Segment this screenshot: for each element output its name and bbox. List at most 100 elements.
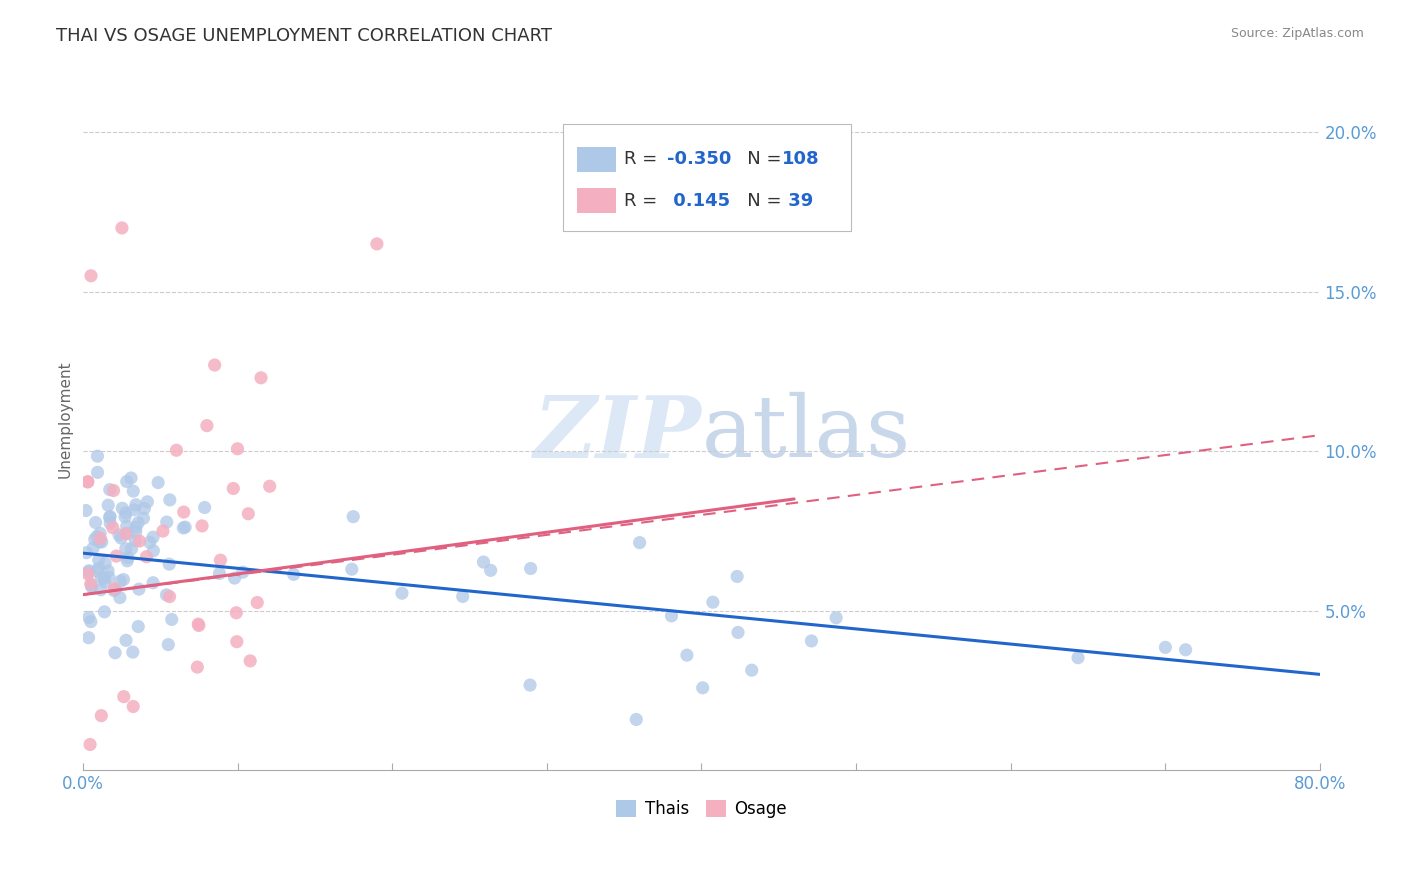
Point bbox=[238, 507, 260, 521]
Point bbox=[98, 516, 121, 530]
Point bbox=[84, 516, 107, 530]
Point bbox=[142, 530, 165, 544]
Point bbox=[340, 562, 363, 576]
Point bbox=[125, 498, 148, 512]
Point bbox=[94, 557, 117, 571]
Point bbox=[136, 495, 159, 509]
Point bbox=[1154, 640, 1177, 655]
Point bbox=[187, 618, 209, 632]
Point bbox=[125, 524, 148, 539]
Point bbox=[114, 506, 136, 520]
Text: R =: R = bbox=[624, 151, 664, 169]
Point bbox=[110, 531, 132, 545]
Point bbox=[101, 521, 124, 535]
Point bbox=[87, 553, 110, 567]
Point bbox=[209, 553, 232, 567]
Point bbox=[103, 483, 125, 498]
Point bbox=[98, 510, 121, 524]
Point bbox=[165, 443, 187, 458]
Text: ZIP: ZIP bbox=[533, 392, 702, 475]
Point bbox=[90, 582, 112, 597]
Point bbox=[519, 678, 541, 692]
Point bbox=[702, 595, 724, 609]
Text: R =: R = bbox=[624, 192, 669, 210]
Point bbox=[250, 371, 273, 385]
Point bbox=[128, 582, 150, 596]
Point bbox=[77, 610, 100, 624]
Point bbox=[146, 475, 169, 490]
Point bbox=[93, 605, 115, 619]
Point bbox=[115, 554, 138, 568]
Point bbox=[80, 578, 103, 592]
Point bbox=[90, 708, 112, 723]
Point bbox=[98, 483, 121, 497]
Point bbox=[451, 590, 474, 604]
Point bbox=[626, 713, 648, 727]
Point bbox=[174, 520, 197, 534]
Point bbox=[104, 582, 127, 597]
Point bbox=[97, 570, 120, 584]
Point bbox=[111, 501, 134, 516]
Point bbox=[391, 586, 413, 600]
Point bbox=[90, 535, 112, 549]
Text: N =: N = bbox=[730, 151, 787, 169]
Point bbox=[117, 526, 139, 541]
Point bbox=[105, 549, 128, 563]
Point bbox=[80, 268, 103, 283]
Point bbox=[142, 543, 165, 558]
Point bbox=[83, 533, 105, 547]
Point bbox=[76, 475, 98, 489]
Point bbox=[76, 475, 98, 489]
Point bbox=[132, 511, 155, 525]
Point bbox=[111, 221, 134, 235]
Point bbox=[152, 524, 174, 538]
Point bbox=[108, 528, 131, 542]
Point bbox=[246, 595, 269, 609]
Text: Source: ZipAtlas.com: Source: ZipAtlas.com bbox=[1230, 27, 1364, 40]
Point bbox=[110, 574, 132, 589]
Point bbox=[124, 503, 146, 517]
Point bbox=[104, 646, 127, 660]
Point bbox=[115, 475, 138, 489]
Point bbox=[97, 498, 120, 512]
Point bbox=[191, 519, 214, 533]
Point bbox=[124, 533, 146, 548]
Point bbox=[120, 471, 142, 485]
Text: 0.145: 0.145 bbox=[666, 192, 730, 210]
Point bbox=[479, 563, 502, 577]
Point bbox=[112, 573, 135, 587]
Y-axis label: Unemployment: Unemployment bbox=[58, 360, 72, 478]
Point bbox=[194, 500, 217, 515]
Point bbox=[93, 574, 115, 589]
Point bbox=[127, 619, 149, 633]
Point bbox=[135, 549, 157, 564]
Text: atlas: atlas bbox=[702, 392, 911, 475]
Point bbox=[114, 541, 136, 556]
Point bbox=[103, 583, 125, 598]
Point bbox=[224, 571, 246, 585]
Point bbox=[117, 550, 139, 565]
Point bbox=[727, 625, 749, 640]
Point bbox=[156, 515, 179, 529]
Point bbox=[159, 492, 181, 507]
Point bbox=[741, 663, 763, 677]
Point bbox=[121, 645, 143, 659]
Point bbox=[112, 690, 135, 704]
Point bbox=[82, 541, 104, 556]
Text: 108: 108 bbox=[782, 151, 820, 169]
Point bbox=[187, 617, 209, 632]
Point bbox=[128, 533, 150, 548]
Point bbox=[93, 571, 115, 585]
Point bbox=[115, 633, 138, 648]
Legend: Thais, Osage: Thais, Osage bbox=[610, 793, 793, 825]
Point bbox=[692, 681, 714, 695]
Point bbox=[661, 608, 683, 623]
Point bbox=[108, 591, 131, 605]
Point bbox=[97, 564, 120, 578]
Point bbox=[89, 526, 111, 541]
Point bbox=[725, 569, 748, 583]
Point bbox=[90, 570, 112, 584]
Point bbox=[86, 530, 108, 544]
Point bbox=[195, 418, 218, 433]
Point bbox=[157, 638, 180, 652]
